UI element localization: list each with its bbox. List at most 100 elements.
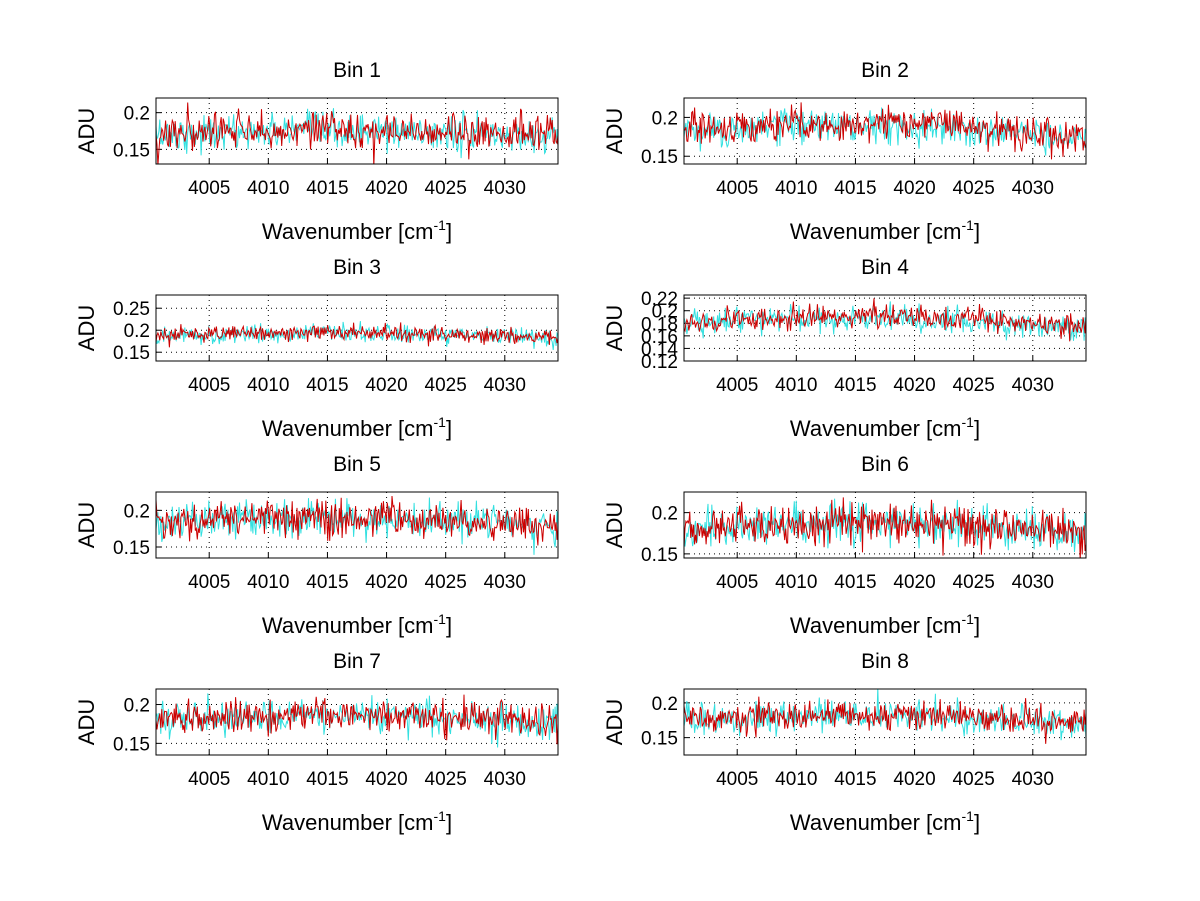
x-axis-label: Wavenumber [cm-1] bbox=[262, 414, 452, 441]
x-tick-label: 4010 bbox=[247, 769, 289, 790]
x-tick-label: 4010 bbox=[775, 769, 817, 790]
subplot-bin-1: 4005 4010 4015 4020 4025 4030 0.15 0.2 Bin 1 ADU W… bbox=[74, 59, 559, 244]
y-tick-label: 0.2 bbox=[652, 108, 678, 129]
x-tick-label: 4025 bbox=[953, 572, 995, 593]
x-axis-label-end: ] bbox=[446, 416, 452, 441]
series-line-1 bbox=[684, 106, 1086, 156]
axes-frame bbox=[155, 294, 559, 362]
subplot-bin-7: 4005 4010 4015 4020 4025 4030 0.15 0.2 Bin 7 ADU W… bbox=[74, 650, 559, 835]
series-line-2 bbox=[156, 694, 558, 745]
x-tick-label: 4010 bbox=[775, 572, 817, 593]
x-axis-label-end: ] bbox=[974, 416, 980, 441]
subplot-title: Bin 7 bbox=[333, 650, 381, 673]
x-tick-label: 4030 bbox=[484, 375, 526, 396]
axes-frame bbox=[155, 97, 559, 165]
subplot-bin-2: 4005 4010 4015 4020 4025 4030 0.15 0.2 Bin 2 ADU W… bbox=[602, 59, 1087, 244]
x-tick-label: 4025 bbox=[425, 178, 467, 199]
subplot-title: Bin 8 bbox=[861, 650, 909, 673]
x-tick-label: 4015 bbox=[834, 769, 876, 790]
y-axis-label: ADU bbox=[74, 305, 99, 351]
x-axis-label-sup: -1 bbox=[434, 808, 447, 824]
x-axis-label-end: ] bbox=[446, 810, 452, 835]
x-axis-label-main: Wavenumber [cm bbox=[790, 613, 962, 638]
x-tick-label: 4025 bbox=[425, 769, 467, 790]
series-line-2 bbox=[156, 495, 558, 546]
x-tick-label: 4015 bbox=[306, 178, 348, 199]
x-axis-label-sup: -1 bbox=[962, 414, 975, 430]
y-axis-label: ADU bbox=[602, 305, 627, 351]
axes-frame bbox=[155, 491, 559, 559]
x-tick-label: 4030 bbox=[484, 178, 526, 199]
x-tick-label: 4005 bbox=[188, 178, 230, 199]
x-tick-label: 4015 bbox=[306, 769, 348, 790]
y-tick-label: 0.14 bbox=[641, 339, 678, 360]
y-tick-label: 0.15 bbox=[113, 140, 150, 161]
x-tick-label: 4025 bbox=[953, 178, 995, 199]
x-tick-label: 4020 bbox=[365, 572, 407, 593]
x-tick-label: 4015 bbox=[834, 178, 876, 199]
subplot-title: Bin 3 bbox=[333, 256, 381, 279]
subplot-title: Bin 1 bbox=[333, 59, 381, 82]
x-tick-label: 4010 bbox=[775, 375, 817, 396]
x-axis-label-main: Wavenumber [cm bbox=[262, 416, 434, 441]
x-axis-label-end: ] bbox=[974, 810, 980, 835]
y-tick-label: 0.12 bbox=[641, 352, 678, 373]
subplot-bin-3: 4005 4010 4015 4020 4025 4030 0.150.20.25 Bin 3… bbox=[74, 256, 559, 441]
x-tick-label: 4020 bbox=[893, 178, 935, 199]
series-line-2 bbox=[684, 298, 1086, 342]
x-tick-label: 4010 bbox=[247, 178, 289, 199]
x-tick-label: 4005 bbox=[188, 375, 230, 396]
y-axis-label: ADU bbox=[74, 108, 99, 154]
subplot-title: Bin 6 bbox=[861, 453, 909, 476]
x-axis-label: Wavenumber [cm-1] bbox=[790, 217, 980, 244]
x-tick-label: 4030 bbox=[1012, 769, 1054, 790]
y-tick-label: 0.2 bbox=[652, 694, 678, 715]
subplot-bin-8: 4005 4010 4015 4020 4025 4030 0.15 0.2 Bin 8 ADU W… bbox=[602, 650, 1087, 835]
series-line-2 bbox=[156, 322, 558, 348]
x-tick-label: 4030 bbox=[1012, 178, 1054, 199]
axes-frame bbox=[683, 491, 1087, 559]
y-tick-label: 0.2 bbox=[124, 501, 150, 522]
y-tick-label: 0.15 bbox=[113, 343, 150, 364]
subplot-bin-4: 4005 4010 4015 4020 4025 4030 0.120.140.160.18… bbox=[602, 256, 1087, 441]
x-tick-label: 4005 bbox=[188, 572, 230, 593]
x-tick-label: 4015 bbox=[834, 572, 876, 593]
x-tick-label: 4020 bbox=[365, 375, 407, 396]
subplot-title: Bin 5 bbox=[333, 453, 381, 476]
x-tick-label: 4010 bbox=[775, 178, 817, 199]
axes-frame bbox=[683, 97, 1087, 165]
x-tick-label: 4030 bbox=[484, 769, 526, 790]
x-tick-label: 4005 bbox=[188, 769, 230, 790]
x-tick-label: 4020 bbox=[893, 769, 935, 790]
x-tick-label: 4010 bbox=[247, 375, 289, 396]
y-tick-label: 0.15 bbox=[113, 734, 150, 755]
x-tick-label: 4025 bbox=[425, 572, 467, 593]
x-tick-label: 4025 bbox=[425, 375, 467, 396]
x-axis-label: Wavenumber [cm-1] bbox=[790, 611, 980, 638]
subplot-title: Bin 2 bbox=[861, 59, 909, 82]
x-axis-label-main: Wavenumber [cm bbox=[790, 810, 962, 835]
series-line-2 bbox=[684, 102, 1086, 160]
x-axis-label-main: Wavenumber [cm bbox=[262, 810, 434, 835]
x-axis-label: Wavenumber [cm-1] bbox=[262, 808, 452, 835]
x-axis-label-sup: -1 bbox=[434, 414, 447, 430]
axes-frame bbox=[683, 294, 1087, 362]
x-tick-label: 4005 bbox=[716, 572, 758, 593]
x-axis-label-sup: -1 bbox=[434, 611, 447, 627]
x-tick-label: 4015 bbox=[834, 375, 876, 396]
x-tick-label: 4005 bbox=[716, 178, 758, 199]
axes-frame bbox=[683, 688, 1087, 756]
y-tick-label: 0.18 bbox=[641, 314, 678, 335]
x-axis-label-end: ] bbox=[974, 613, 980, 638]
y-tick-label: 0.15 bbox=[641, 545, 678, 566]
y-tick-label: 0.15 bbox=[641, 147, 678, 168]
x-tick-label: 4020 bbox=[893, 375, 935, 396]
x-axis-label: Wavenumber [cm-1] bbox=[262, 217, 452, 244]
x-axis-label-sup: -1 bbox=[434, 217, 447, 233]
y-tick-label: 0.2 bbox=[124, 696, 150, 717]
series-line-1 bbox=[156, 108, 558, 159]
series-line-1 bbox=[684, 301, 1086, 341]
x-tick-label: 4020 bbox=[893, 572, 935, 593]
y-tick-label: 0.16 bbox=[641, 327, 678, 348]
subplot-bin-6: 4005 4010 4015 4020 4025 4030 0.15 0.2 Bin 6 ADU W… bbox=[602, 453, 1087, 638]
